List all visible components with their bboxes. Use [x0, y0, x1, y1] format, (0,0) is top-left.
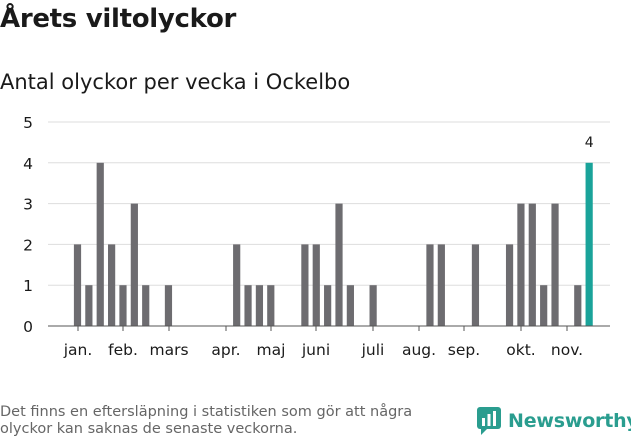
y-tick-label: 0 [23, 318, 33, 336]
bar [324, 285, 332, 326]
bar [312, 244, 320, 326]
bar [85, 285, 93, 326]
bar [142, 285, 150, 326]
bar [301, 244, 309, 326]
newsworthy-logo-icon [477, 407, 501, 435]
month-label: mars [149, 341, 188, 359]
month-label: jan. [63, 341, 93, 359]
y-tick-label: 4 [23, 155, 33, 173]
bar [130, 203, 138, 326]
bar [119, 285, 127, 326]
chart-title: Årets viltolyckor [0, 4, 237, 34]
bar [471, 244, 480, 326]
bar-highlight [585, 162, 593, 326]
bar [233, 244, 241, 326]
month-label: maj [257, 341, 286, 359]
bar [574, 285, 582, 326]
month-label: sep. [448, 341, 480, 359]
bar [551, 203, 559, 326]
month-label: feb. [108, 341, 138, 359]
bar [96, 162, 104, 326]
highlight-value-label: 4 [585, 135, 594, 151]
newsworthy-logo-text: Newsworthy [508, 410, 631, 432]
y-tick-label: 2 [23, 236, 33, 254]
footnote: Det finns en eftersläpning i statistiken… [0, 404, 413, 437]
month-label: apr. [211, 341, 240, 359]
bar [335, 203, 343, 326]
bar [164, 285, 173, 326]
x-axis-months: jan. feb. mars apr. maj juni juli aug. sep. okt. n… [63, 326, 583, 359]
month-label: aug. [402, 341, 436, 359]
month-label: juli [361, 341, 385, 359]
bars [73, 162, 593, 326]
month-label: nov. [551, 341, 583, 359]
month-label: juni [301, 341, 330, 359]
bar [108, 244, 116, 326]
bar [505, 244, 514, 326]
bar [346, 285, 354, 326]
bar [255, 285, 264, 326]
month-label: okt. [506, 341, 535, 359]
bar [528, 203, 536, 326]
y-tick-label: 1 [23, 277, 33, 295]
chart-subtitle: Antal olyckor per vecka i Ockelbo [0, 70, 351, 94]
bar [426, 244, 434, 326]
bar-chart: 0 1 2 3 4 5 jan. feb. mars apr. maj juni juli aug. se… [23, 114, 610, 359]
y-axis-ticks: 0 1 2 3 4 5 [23, 114, 33, 336]
bar [540, 285, 548, 326]
y-tick-label: 3 [23, 196, 33, 214]
bar [517, 203, 525, 326]
y-tick-label: 5 [23, 114, 33, 132]
bar [267, 285, 275, 326]
bar [244, 285, 252, 326]
newsworthy-logo: Newsworthy [476, 406, 631, 436]
bar [73, 244, 82, 326]
bar [369, 285, 377, 326]
data-labels: 4 [585, 135, 594, 151]
bar [437, 244, 445, 326]
